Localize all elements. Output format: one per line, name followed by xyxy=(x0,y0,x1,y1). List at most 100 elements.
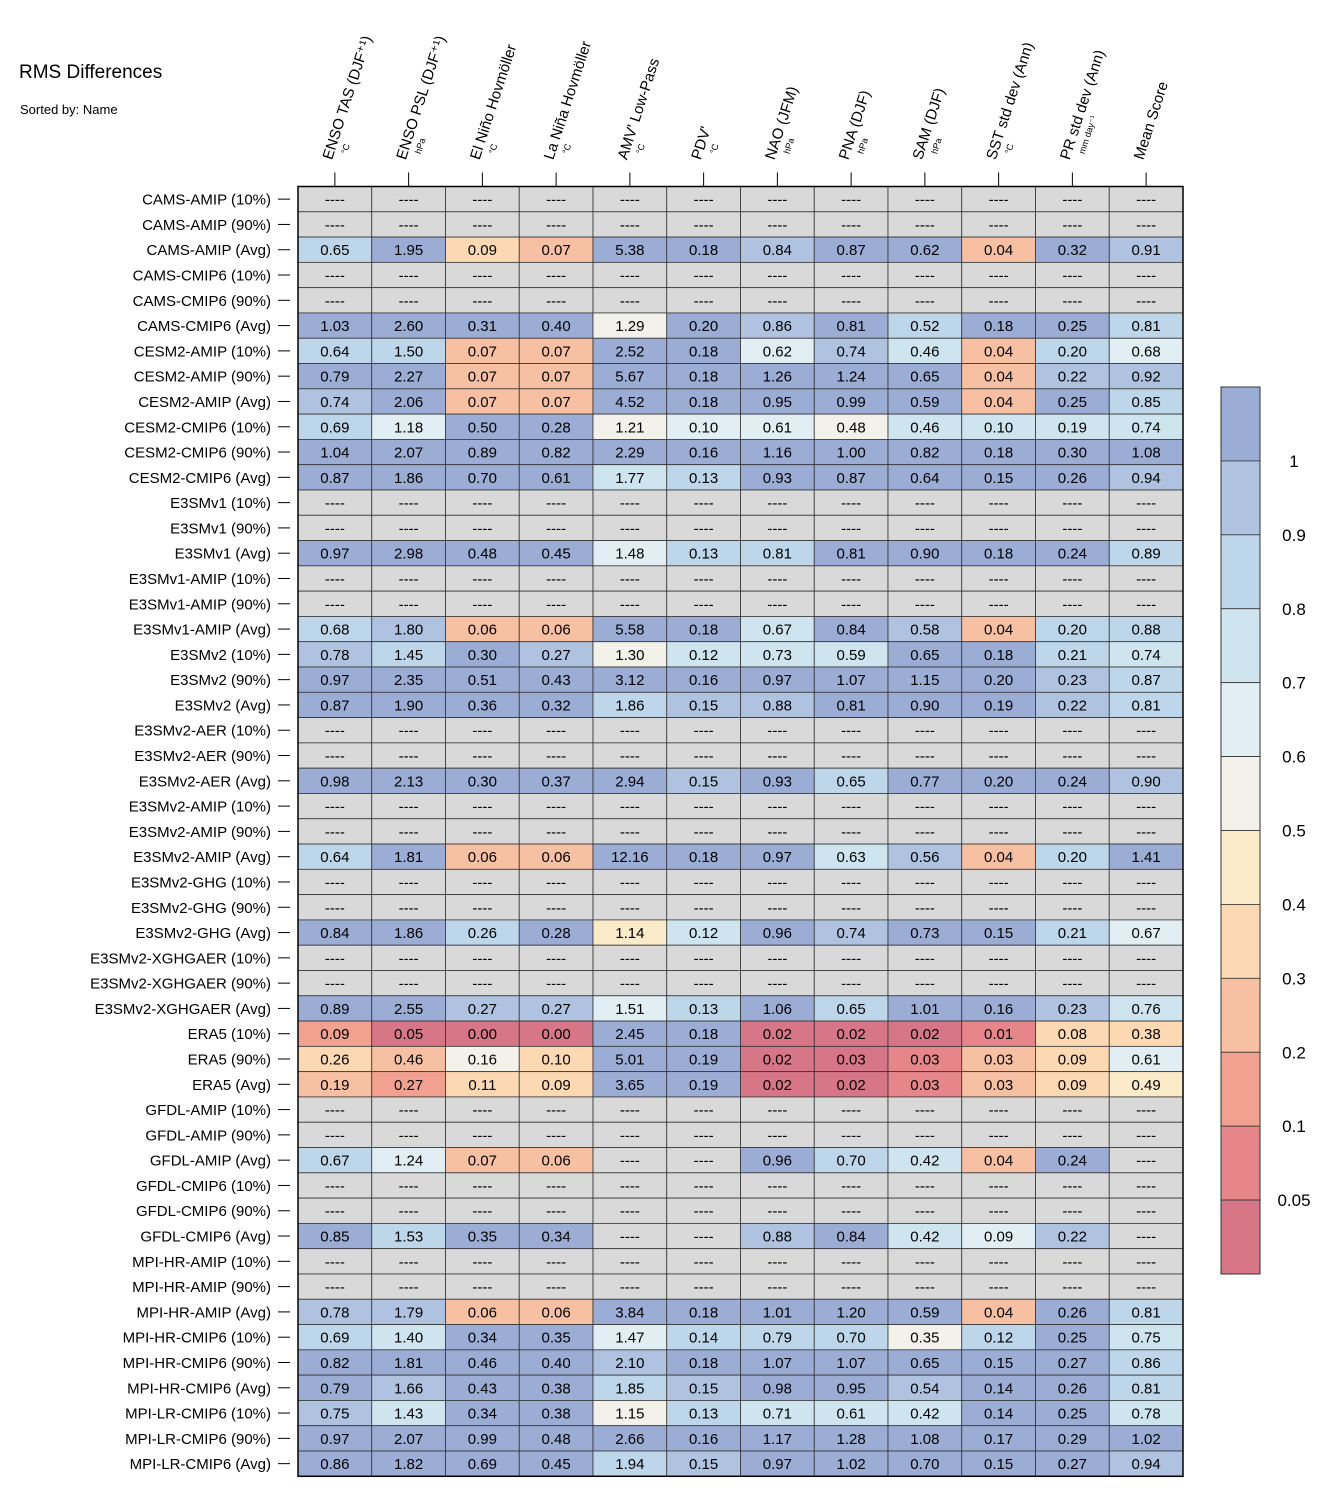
heatmap-cell xyxy=(666,1172,741,1199)
column-unit: °C xyxy=(708,142,721,155)
colorbar-bin xyxy=(1220,534,1261,610)
cell-value: ---- xyxy=(399,748,419,765)
cell-value: ---- xyxy=(1136,293,1156,310)
cell-value: 0.24 xyxy=(1058,1153,1087,1170)
cell-value: 1.08 xyxy=(910,1431,939,1448)
heatmap-cell xyxy=(1108,413,1184,440)
cell-value: ---- xyxy=(915,723,935,740)
cell-value: 0.37 xyxy=(542,773,571,790)
cell-value: 0.42 xyxy=(910,1229,939,1246)
heatmap-cell xyxy=(666,514,741,541)
heatmap-cell xyxy=(518,1324,594,1351)
cell-value: 0.19 xyxy=(984,697,1013,714)
cell-value: 0.28 xyxy=(542,419,571,436)
cell-value: 0.38 xyxy=(542,1406,571,1423)
cell-value: 0.27 xyxy=(542,1001,571,1018)
cell-value: ---- xyxy=(325,1254,345,1271)
cell-value: ---- xyxy=(989,1178,1009,1195)
heatmap-cell xyxy=(371,894,446,921)
heatmap-cell xyxy=(445,186,520,213)
cell-value: 2.35 xyxy=(394,672,423,689)
cell-value: ---- xyxy=(546,596,566,613)
cell-value: ---- xyxy=(915,217,935,234)
colorbar-border xyxy=(1220,386,1261,1275)
cell-value: ---- xyxy=(472,1102,492,1119)
cell-value: ---- xyxy=(546,824,566,841)
cell-value: ---- xyxy=(325,1203,345,1220)
cell-value: 0.34 xyxy=(542,1229,571,1246)
cell-value: 0.81 xyxy=(1132,697,1161,714)
cell-value: 0.07 xyxy=(542,343,571,360)
heatmap-cell xyxy=(666,1374,741,1401)
cell-value: 0.62 xyxy=(910,242,939,259)
cell-value: 0.56 xyxy=(910,849,939,866)
cell-value: ---- xyxy=(767,748,787,765)
heatmap-cell xyxy=(297,211,373,238)
heatmap-cell xyxy=(666,944,741,971)
cell-value: 1.03 xyxy=(320,318,349,335)
cell-value: 0.98 xyxy=(763,1380,792,1397)
cell-value: ---- xyxy=(767,824,787,841)
cell-value: 0.06 xyxy=(468,849,497,866)
cell-value: ---- xyxy=(1136,900,1156,917)
cell-value: ---- xyxy=(399,571,419,588)
cell-value: ---- xyxy=(1062,217,1082,234)
cell-value: ---- xyxy=(546,192,566,209)
heatmap-cell xyxy=(371,1096,446,1123)
cell-value: ---- xyxy=(546,874,566,891)
cell-value: ---- xyxy=(546,1102,566,1119)
cell-value: ---- xyxy=(1062,1127,1082,1144)
cell-value: ---- xyxy=(1136,1127,1156,1144)
cell-value: 0.15 xyxy=(984,925,1013,942)
cell-value: ---- xyxy=(915,571,935,588)
heatmap-cell xyxy=(518,1298,594,1325)
heatmap-cell xyxy=(740,464,815,491)
heatmap-cell xyxy=(445,691,520,718)
cell-value: 0.97 xyxy=(763,1456,792,1473)
cell-value: 2.66 xyxy=(615,1431,644,1448)
cell-value: 0.73 xyxy=(763,647,792,664)
cell-value: ---- xyxy=(472,976,492,993)
cell-value: ---- xyxy=(325,976,345,993)
cell-value: 1.79 xyxy=(394,1304,423,1321)
row-label: MPI-HR-AMIP (10%) xyxy=(132,1254,271,1271)
cell-value: 1.94 xyxy=(615,1456,644,1473)
row-label: GFDL-AMIP (Avg) xyxy=(150,1153,271,1170)
cell-value: 0.89 xyxy=(468,445,497,462)
cell-value: ---- xyxy=(841,1178,861,1195)
heatmap-cell xyxy=(297,1248,373,1275)
cell-value: ---- xyxy=(1062,192,1082,209)
cell-value: 0.84 xyxy=(837,1229,866,1246)
heatmap-cell xyxy=(961,641,1036,668)
cell-value: 0.06 xyxy=(468,622,497,639)
heatmap-cell xyxy=(961,1045,1036,1073)
cell-value: 0.97 xyxy=(320,1431,349,1448)
heatmap-cell xyxy=(592,919,668,946)
row-label: E3SMv2-AMIP (Avg) xyxy=(133,849,271,866)
cell-value: 0.43 xyxy=(542,672,571,689)
heatmap-cell xyxy=(445,1425,520,1452)
column-unit: °C xyxy=(634,142,647,155)
cell-value: 0.15 xyxy=(689,697,718,714)
heatmap-cell xyxy=(740,767,815,794)
cell-value: 0.64 xyxy=(320,849,349,866)
cell-value: 0.69 xyxy=(320,1330,349,1347)
cell-value: 0.61 xyxy=(837,1406,866,1423)
heatmap-cell xyxy=(961,1374,1036,1401)
cell-value: ---- xyxy=(620,1229,640,1246)
cell-value: 0.29 xyxy=(1058,1431,1087,1448)
cell-value: 0.10 xyxy=(689,419,718,436)
heatmap-cell xyxy=(961,767,1036,794)
cell-value: 0.70 xyxy=(468,470,497,487)
cell-value: 0.12 xyxy=(689,647,718,664)
row-label: E3SMv1 (Avg) xyxy=(175,546,271,563)
heatmap-cell xyxy=(297,1400,373,1427)
cell-value: 0.87 xyxy=(837,470,866,487)
cell-value: 0.00 xyxy=(542,1026,571,1043)
cell-value: 0.16 xyxy=(689,1431,718,1448)
heatmap-cell xyxy=(887,717,963,744)
cell-value: 1.15 xyxy=(910,672,939,689)
cell-value: ---- xyxy=(546,1279,566,1296)
cell-value: 0.08 xyxy=(1058,1026,1087,1043)
heatmap-cell xyxy=(518,995,594,1022)
